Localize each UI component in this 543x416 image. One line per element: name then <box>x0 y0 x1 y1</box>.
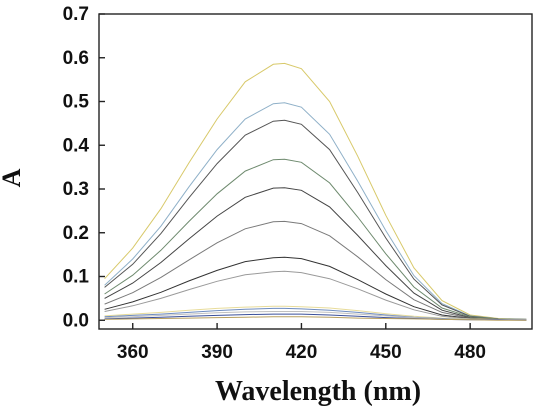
y-tick-label: 0.0 <box>63 310 89 331</box>
spectrum-line-2 <box>104 102 527 320</box>
plot-frame <box>98 13 533 330</box>
spectrum-line-7 <box>104 256 527 321</box>
spectrum-line-3 <box>104 119 527 320</box>
spectrum-line-1 <box>104 62 527 320</box>
x-axis-title: Wavelength (nm) <box>215 376 421 407</box>
spectrum-line-6 <box>104 220 527 321</box>
y-tick-label: 0.4 <box>63 135 90 156</box>
y-tick-label: 0.7 <box>63 4 89 25</box>
x-tick-label: 480 <box>454 342 486 363</box>
spectrum-line-5 <box>104 187 527 321</box>
x-tick-label: 450 <box>370 342 402 363</box>
y-tick-label: 0.5 <box>63 92 90 113</box>
spectrum-line-4 <box>104 158 527 320</box>
x-tick-label: 420 <box>286 342 318 363</box>
spectrum-line-13 <box>104 316 527 321</box>
x-tick-label: 390 <box>201 342 233 363</box>
y-axis-title: A <box>0 168 26 187</box>
y-tick-label: 0.1 <box>63 267 90 288</box>
y-tick-label: 0.2 <box>63 223 89 244</box>
x-axis: 360 390 420 450 480 <box>117 323 486 363</box>
spectrum-line-8 <box>104 270 527 321</box>
spectra-curves <box>104 62 527 321</box>
y-tick-label: 0.6 <box>63 48 89 69</box>
x-tick-label: 360 <box>117 342 149 363</box>
y-tick-label: 0.3 <box>63 179 89 200</box>
y-axis: 0.0 0.1 0.2 0.3 0.4 0.5 0.6 0.7 <box>63 4 105 331</box>
